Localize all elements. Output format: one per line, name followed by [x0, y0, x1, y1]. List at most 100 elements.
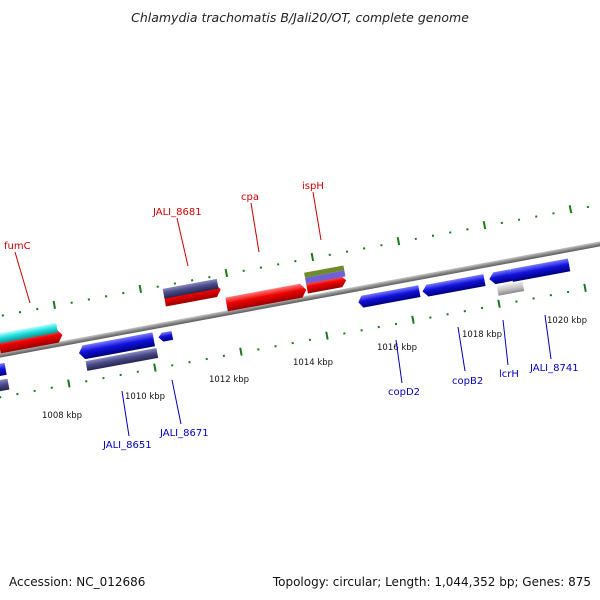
minor-tick: [173, 282, 177, 285]
major-tick: [482, 221, 487, 230]
minor-tick: [345, 250, 349, 253]
gene-jali-8651[interactable]: [78, 332, 155, 360]
cog-feature-jali-8651[interactable]: [85, 347, 159, 371]
gene-label-cpa[interactable]: cpa: [241, 192, 259, 203]
major-tick: [583, 283, 587, 292]
map-title: Chlamydia trachomatis B/Jali20/OT, compl…: [131, 10, 469, 25]
minor-tick: [480, 306, 484, 310]
label-leader: [312, 191, 322, 241]
gene-label-lcrh[interactable]: lcrH: [499, 369, 519, 380]
label-leader: [457, 326, 466, 372]
minor-tick: [276, 263, 280, 266]
minor-tick: [308, 338, 312, 342]
cog-feature-left-edge[interactable]: [0, 378, 10, 393]
label-leader: [14, 251, 31, 304]
major-tick: [568, 205, 573, 214]
gene-label-isph[interactable]: ispH: [302, 181, 324, 192]
gene-cpa[interactable]: [225, 283, 307, 312]
ispH-lavender-feature[interactable]: [305, 270, 346, 284]
minor-tick: [431, 234, 435, 237]
reverse-gene-labels: JALI_8651 JALI_8671 copD2 copB2 lcrH JAL…: [102, 314, 579, 451]
minor-tick: [360, 329, 363, 332]
minor-tick: [449, 231, 452, 234]
minor-tick: [446, 313, 449, 316]
minor-tick: [328, 253, 331, 256]
minor-tick: [294, 260, 297, 263]
label-leader: [171, 379, 182, 425]
gene-label-jali-8671[interactable]: JALI_8671: [159, 428, 209, 439]
label-leader: [544, 314, 552, 360]
label-leader: [250, 202, 260, 253]
kbp-label: 1010 kbp: [125, 392, 165, 402]
gene-copb2[interactable]: [421, 274, 486, 297]
minor-tick: [257, 348, 260, 351]
label-leader: [176, 217, 189, 267]
rna-feature[interactable]: [0, 322, 58, 344]
minor-tick: [1, 314, 4, 317]
minor-tick: [414, 237, 417, 241]
minor-tick: [586, 205, 590, 209]
minor-tick: [102, 376, 105, 380]
minor-tick: [16, 392, 19, 396]
minor-tick: [274, 345, 277, 348]
accession-text: Accession: NC_012686: [9, 575, 145, 589]
gene-label-jali-8681[interactable]: JALI_8681: [152, 207, 202, 218]
minor-tick: [532, 297, 535, 300]
major-tick: [138, 284, 143, 294]
forward-gene-labels: fumC JALI_8681 cpa ispH: [4, 181, 324, 304]
minor-tick: [394, 322, 398, 326]
gene-label-copb2[interactable]: copB2: [452, 376, 483, 387]
gene-label-jali-8741[interactable]: JALI_8741: [529, 363, 579, 374]
major-tick: [153, 363, 157, 372]
minor-tick: [190, 279, 194, 282]
cog-feature-jali-8681[interactable]: [162, 278, 219, 299]
minor-tick: [136, 370, 140, 373]
kbp-label: 1018 kbp: [462, 330, 502, 340]
gene-left-edge[interactable]: [0, 362, 7, 380]
gene-label-fumc[interactable]: fumC: [4, 241, 31, 252]
upper-tick-row: [1, 205, 590, 317]
major-tick: [67, 379, 71, 388]
minor-tick: [104, 295, 108, 298]
gray-feature[interactable]: [496, 281, 525, 296]
major-tick: [396, 236, 401, 246]
minor-tick: [208, 275, 211, 279]
minor-tick: [259, 266, 263, 269]
gene-label-copd2[interactable]: copD2: [388, 387, 420, 398]
major-tick: [52, 300, 56, 309]
minor-tick: [242, 269, 245, 272]
gene-fumc[interactable]: [0, 328, 64, 354]
minor-tick: [566, 290, 570, 294]
minor-tick: [549, 294, 552, 297]
gene-copd2[interactable]: [357, 285, 421, 308]
minor-tick: [343, 332, 346, 335]
kbp-label: 1008 kbp: [42, 411, 82, 421]
minor-tick: [70, 301, 73, 304]
minor-tick: [500, 221, 503, 225]
minor-tick: [122, 291, 125, 295]
genome-backbone: [0, 220, 600, 379]
major-tick: [239, 347, 243, 356]
label-leader: [395, 339, 403, 384]
kbp-label: 1012 kbp: [209, 375, 249, 385]
genome-track: [0, 205, 600, 399]
minor-tick: [552, 212, 555, 215]
gene-jali-8671[interactable]: [158, 330, 174, 342]
minor-tick: [463, 309, 466, 313]
lower-tick-row: [0, 283, 587, 399]
gene-jali-8741[interactable]: [506, 258, 571, 282]
minor-tick: [0, 396, 2, 399]
minor-tick: [429, 316, 432, 319]
minor-tick: [205, 357, 208, 361]
gene-label-jali-8651[interactable]: JALI_8651: [102, 440, 152, 451]
label-leader: [121, 390, 130, 437]
minor-tick: [515, 300, 518, 303]
ispH-olive-feature[interactable]: [304, 265, 345, 278]
kbp-label: 1020 kbp: [547, 316, 587, 326]
gene-lcrh[interactable]: [488, 269, 513, 285]
minor-tick: [87, 298, 91, 301]
minor-tick: [18, 311, 22, 314]
kbp-label: 1014 kbp: [293, 358, 333, 368]
minor-tick: [50, 386, 53, 389]
